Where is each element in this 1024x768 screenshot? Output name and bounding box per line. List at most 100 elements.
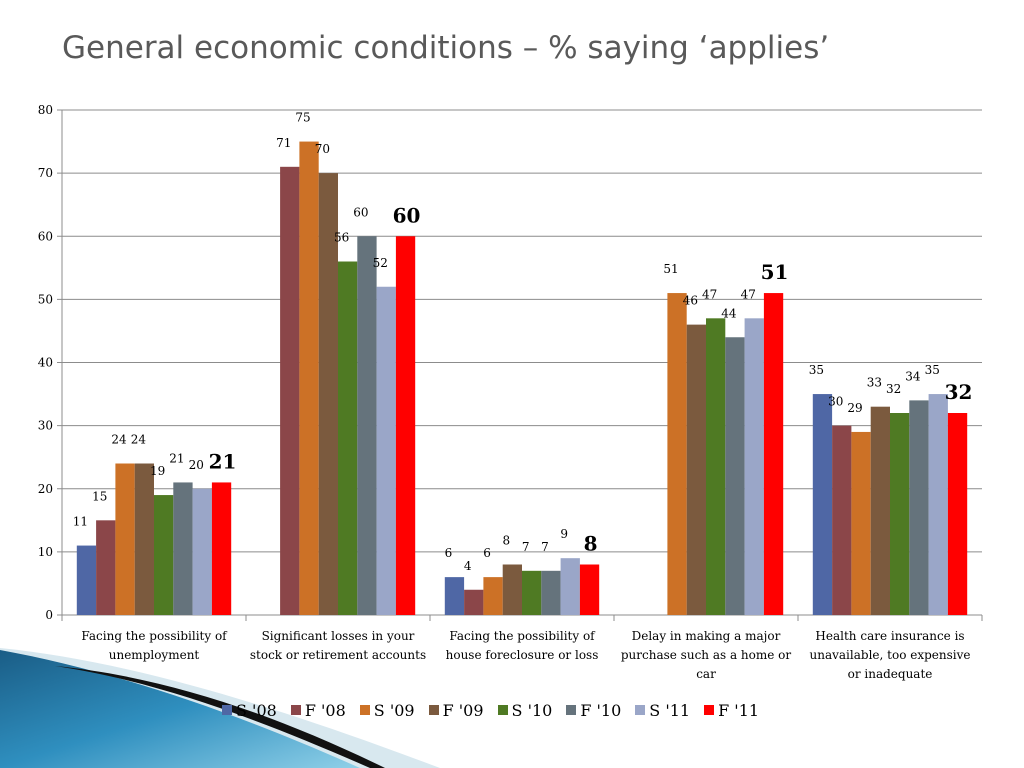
- bar: [299, 141, 319, 615]
- bar: [192, 488, 212, 615]
- data-label: 20: [189, 458, 204, 472]
- data-label: 34: [905, 369, 921, 383]
- bar: [812, 394, 833, 615]
- category-label: Health care insurance is unavailable, too…: [810, 629, 971, 681]
- bar: [318, 173, 338, 615]
- legend-swatch: [635, 705, 646, 715]
- legend-label: F '11: [718, 700, 760, 720]
- bar: [338, 261, 358, 615]
- legend-label: F '08: [304, 700, 346, 720]
- legend-item: F '11: [704, 701, 759, 720]
- data-label: 71: [276, 136, 291, 150]
- bar: [763, 293, 784, 615]
- data-label: 35: [925, 363, 940, 377]
- bar: [667, 293, 687, 615]
- category-label: Facing the possibility of house foreclosu…: [446, 629, 599, 662]
- bar: [725, 337, 745, 615]
- bar: [870, 406, 890, 615]
- category-labels: Facing the possibility of unemployment Sig…: [81, 629, 970, 681]
- bar: [579, 564, 600, 615]
- data-label: 7: [541, 540, 549, 554]
- category-label: Significant losses in your stock or retir…: [250, 629, 426, 662]
- data-label: 33: [867, 376, 882, 390]
- data-label: 30: [828, 395, 843, 409]
- data-label: 11: [73, 515, 88, 529]
- y-tick-label: 50: [38, 292, 53, 306]
- bar: [832, 425, 852, 615]
- bar: [928, 394, 948, 615]
- data-label: 47: [741, 287, 756, 301]
- data-label: 21: [169, 451, 184, 465]
- legend-item: F '09: [428, 701, 484, 720]
- legend-item: S '09: [359, 701, 415, 720]
- data-label: 46: [683, 294, 698, 308]
- legend-item: F '10: [566, 701, 621, 720]
- category-label-line: unemployment: [109, 648, 200, 662]
- data-label: 44: [721, 306, 737, 320]
- data-label: 24: [111, 433, 127, 447]
- legend-swatch: [704, 705, 715, 715]
- y-tick-label: 30: [38, 419, 53, 433]
- data-label: 51: [663, 262, 678, 276]
- bars: [76, 141, 968, 615]
- data-label: 35: [809, 363, 824, 377]
- bar: [851, 431, 871, 615]
- category-label-line: car: [696, 667, 716, 681]
- bar: [211, 482, 232, 615]
- data-label: 70: [315, 142, 330, 156]
- y-tick-label: 60: [38, 229, 53, 243]
- category-label-line: or inadequate: [848, 667, 933, 681]
- category-label-line: Delay in making a major: [632, 629, 781, 643]
- y-tick-label: 20: [38, 482, 53, 496]
- category-label: Delay in making a major purchase such as …: [621, 629, 792, 681]
- legend-swatch: [359, 705, 370, 715]
- bar: [464, 589, 484, 615]
- data-label: 8: [503, 534, 511, 548]
- data-label: 32: [886, 382, 901, 396]
- bar: [541, 570, 561, 615]
- legend-swatch: [222, 705, 232, 715]
- bar: [744, 318, 764, 615]
- data-label: 51: [761, 260, 789, 284]
- legend-item: S '11: [635, 701, 690, 720]
- data-label: 19: [150, 464, 165, 478]
- data-label: 60: [393, 203, 421, 227]
- y-tick-label: 0: [45, 608, 53, 622]
- data-label: 60: [353, 205, 368, 219]
- legend-label: F '10: [580, 700, 622, 720]
- data-label: 7: [522, 540, 530, 554]
- category-label-line: Facing the possibility of: [81, 629, 228, 643]
- legend-label: S '08: [236, 700, 277, 720]
- category-label-line: house foreclosure or loss: [446, 648, 599, 662]
- bar: [502, 564, 522, 615]
- bar: [76, 545, 97, 615]
- category-label-line: Facing the possibility of: [449, 629, 596, 643]
- legend-item: S '10: [497, 700, 553, 720]
- legend-swatch: [290, 705, 301, 715]
- data-label: 52: [373, 256, 388, 270]
- bar: [376, 286, 396, 615]
- bar: [357, 236, 377, 615]
- legend-swatch: [566, 705, 577, 715]
- y-tick-labels: 0 10 20 30 40 50 60 70 80: [38, 103, 53, 622]
- bar: [522, 570, 542, 615]
- bar: [173, 482, 193, 615]
- legend-item: S '08: [222, 701, 277, 720]
- bar: [96, 520, 116, 615]
- legend-label: S '11: [649, 700, 691, 720]
- data-label: 4: [464, 559, 472, 573]
- data-label: 6: [483, 546, 491, 560]
- data-label: 24: [131, 433, 147, 447]
- legend-label: S '10: [511, 700, 553, 720]
- bar: [560, 558, 580, 615]
- category-label-line: purchase such as a home or: [621, 648, 792, 662]
- slide-title: General economic conditions – % saying ‘…: [62, 30, 830, 66]
- data-label: 75: [295, 111, 310, 125]
- legend-swatch: [497, 705, 508, 715]
- bar: [154, 495, 174, 615]
- category-label-line: Significant losses in your: [262, 629, 415, 643]
- bar: [115, 463, 135, 615]
- data-label: 6: [445, 546, 453, 560]
